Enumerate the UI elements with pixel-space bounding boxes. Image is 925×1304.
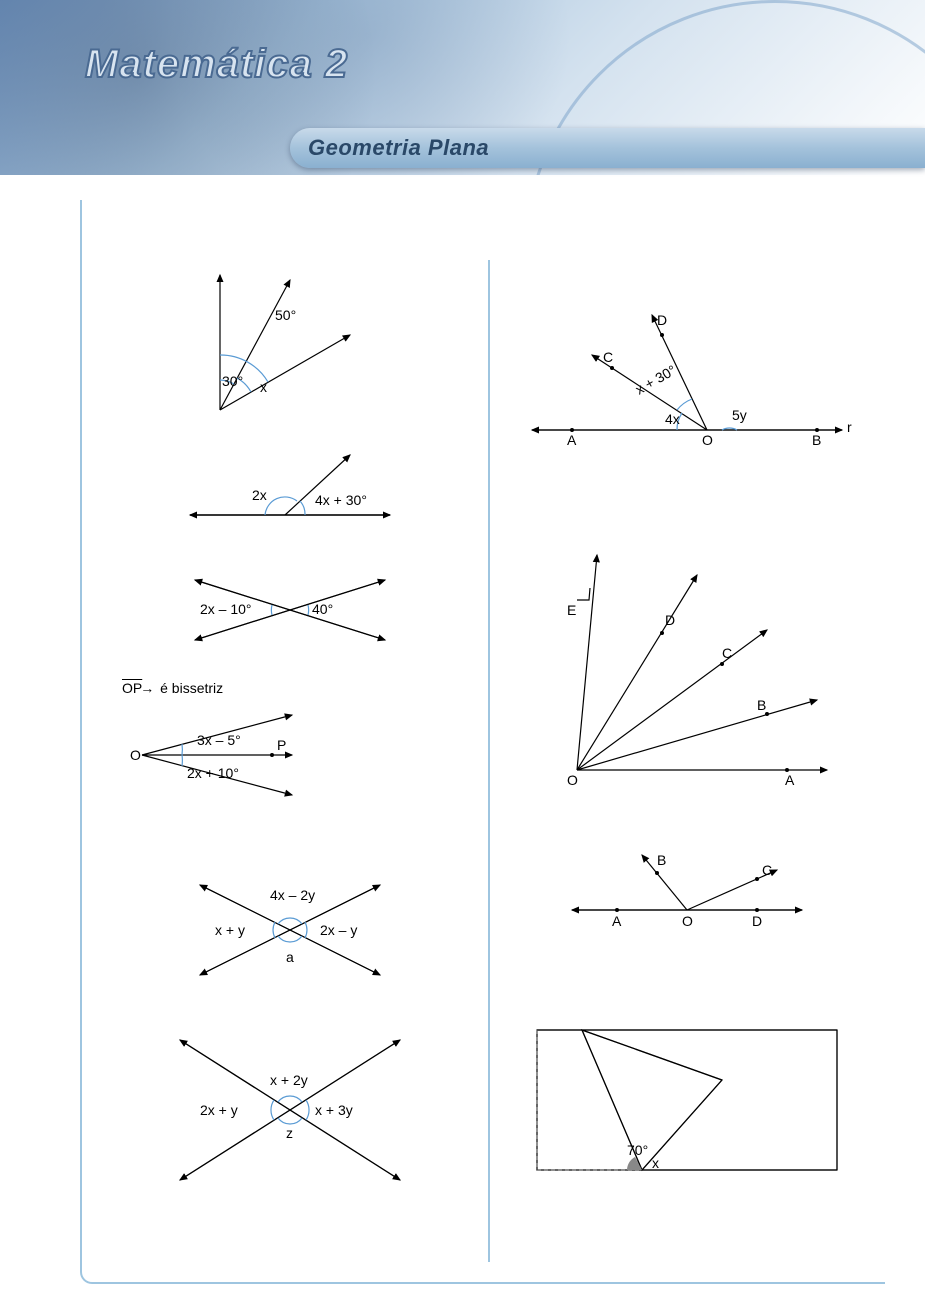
- page-main-title: Matemática 2: [85, 42, 348, 87]
- l4-top: 3x – 5°: [197, 732, 241, 748]
- figure-r1: A B C D O r x + 30° 4x 5y: [510, 300, 866, 460]
- r3-A: A: [612, 913, 622, 929]
- r1-a2: 4x: [665, 411, 680, 427]
- content-frame: 50° 30° x 2x 4x + 30°: [80, 200, 885, 1284]
- r1-D: D: [657, 312, 667, 328]
- figure-l5: 4x – 2y x + y 2x – y a: [112, 860, 468, 1000]
- l6-left: 2x + y: [200, 1102, 238, 1118]
- r1-B: B: [812, 432, 821, 448]
- r2-B: B: [757, 697, 766, 713]
- r1-C: C: [603, 349, 613, 365]
- r4-x: x: [652, 1155, 659, 1171]
- l4-bot: 2x + 10°: [187, 765, 239, 781]
- column-divider: [488, 260, 490, 1262]
- l5-left: x + y: [215, 922, 245, 938]
- l5-top: 4x – 2y: [270, 887, 315, 903]
- r3-C: C: [762, 862, 772, 878]
- l1-outer: 50°: [275, 307, 296, 323]
- l4-P: P: [277, 737, 286, 753]
- right-column: A B C D O r x + 30° 4x 5y: [510, 260, 866, 1262]
- figure-l4: OP→ OP é bissetriz é bissetriz O P 3x – …: [112, 680, 468, 810]
- figure-r4: 70° x: [510, 1020, 866, 1180]
- r2-E: E: [567, 602, 576, 618]
- l3-left: 2x – 10°: [200, 601, 252, 617]
- figure-l1: 50° 30° x: [112, 260, 468, 420]
- l2-left: 2x: [252, 487, 267, 503]
- r2-C: C: [722, 645, 732, 661]
- l6-right: x + 3y: [315, 1102, 353, 1118]
- r2-D: D: [665, 612, 675, 628]
- r3-B: B: [657, 852, 666, 868]
- r2-A: A: [785, 772, 795, 788]
- l4-O: O: [130, 747, 141, 763]
- r1-r: r: [847, 419, 852, 435]
- figure-r3: A O D B C: [510, 840, 866, 940]
- figure-l2: 2x 4x + 30°: [112, 440, 468, 540]
- l5-right: 2x – y: [320, 922, 357, 938]
- r4-angle: 70°: [627, 1142, 648, 1158]
- figure-r2: O A B C D E: [510, 540, 866, 790]
- l6-top: x + 2y: [270, 1072, 308, 1088]
- r3-D: D: [752, 913, 762, 929]
- l1-var: x: [260, 379, 267, 395]
- r1-A: A: [567, 432, 577, 448]
- l4-caption: OP→ OP é bissetriz é bissetriz: [122, 680, 223, 696]
- figure-l6: x + 2y 2x + y x + 3y z: [112, 1020, 468, 1200]
- r1-a1: x + 30°: [633, 362, 679, 398]
- subtitle-banner: Geometria Plana: [290, 128, 925, 168]
- figure-l3: 2x – 10° 40°: [112, 560, 468, 660]
- r2-O: O: [567, 772, 578, 788]
- r1-O: O: [702, 432, 713, 448]
- l5-bot: a: [286, 949, 294, 965]
- l2-right: 4x + 30°: [315, 492, 367, 508]
- r1-a3: 5y: [732, 407, 747, 423]
- l3-right: 40°: [312, 601, 333, 617]
- l6-bot: z: [286, 1125, 293, 1141]
- l1-inner: 30°: [222, 373, 243, 389]
- left-column: 50° 30° x 2x 4x + 30°: [112, 260, 468, 1262]
- page-subtitle: Geometria Plana: [308, 135, 489, 161]
- r3-O: O: [682, 913, 693, 929]
